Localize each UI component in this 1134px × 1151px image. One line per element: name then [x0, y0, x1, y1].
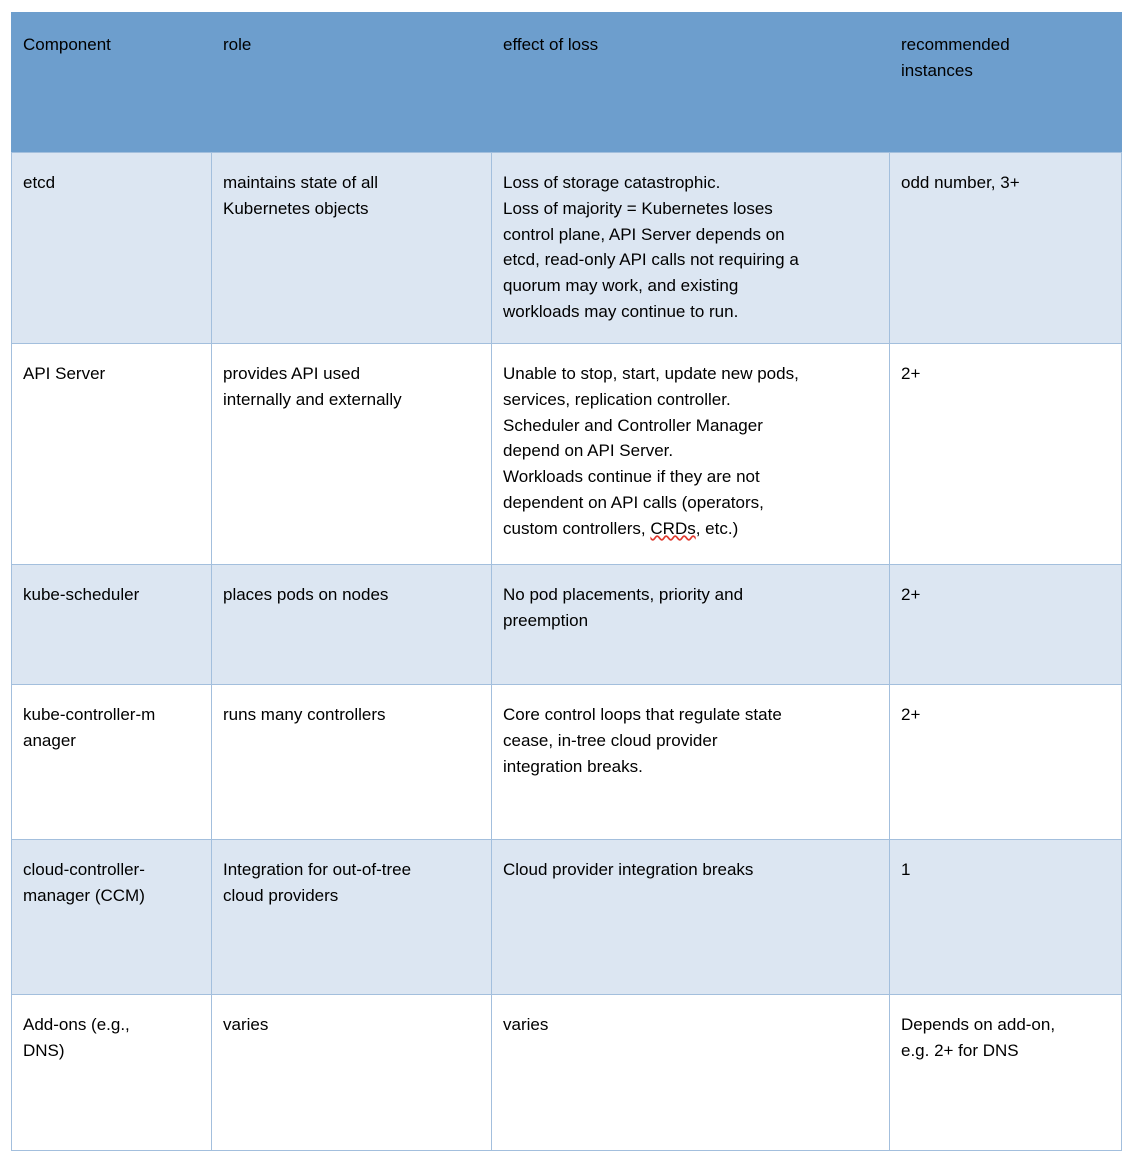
cell-component: API Server [11, 343, 212, 565]
cell-effect-of-loss: Unable to stop, start, update new pods, … [491, 343, 890, 565]
table-row: kube-scheduler places pods on nodes No p… [11, 564, 1122, 685]
table-row: kube-controller-m anager runs many contr… [11, 684, 1122, 840]
column-header-role-label: role [223, 35, 252, 54]
cell-component: kube-controller-m anager [11, 684, 212, 840]
cell-effect-of-loss: Cloud provider integration breaks [491, 839, 890, 995]
table-body: etcd maintains state of all Kubernetes o… [11, 152, 1122, 1151]
cell-role: Integration for out-of-tree cloud provid… [211, 839, 492, 995]
column-header-role: role [211, 12, 492, 153]
cell-recommended-instances: 2+ [889, 684, 1122, 840]
kubernetes-components-table: Component role effect of loss recommende… [11, 12, 1122, 1151]
component-name: etcd [23, 173, 56, 192]
cell-effect-of-loss: Loss of storage catastrophic. Loss of ma… [491, 152, 890, 344]
column-header-recommended-instances-label: recommended instances [901, 35, 1010, 80]
component-name: kube-scheduler [23, 585, 140, 604]
table-row: Add-ons (e.g., DNS) varies varies [11, 994, 1122, 1151]
cell-effect-of-loss: Core control loops that regulate state c… [491, 684, 890, 840]
cell-role: runs many controllers [211, 684, 492, 840]
cell-role: provides API used internally and externa… [211, 343, 492, 565]
cell-recommended-instances: 2+ [889, 343, 1122, 565]
table-row: etcd maintains state of all Kubernetes o… [11, 152, 1122, 344]
page-root: Component role effect of loss recommende… [11, 12, 1122, 1151]
column-header-component: Component [11, 12, 212, 153]
column-header-effect-of-loss-label: effect of loss [503, 35, 599, 54]
component-name: cloud-controller- [23, 860, 145, 879]
column-header-component-label: Component [23, 35, 111, 54]
cell-recommended-instances: 1 [889, 839, 1122, 995]
cell-recommended-instances: Depends on add-on, e.g. 2+ for DNS [889, 994, 1122, 1151]
table-header-row: Component role effect of loss recommende… [11, 12, 1122, 153]
component-name: Add-ons (e.g., [23, 1015, 130, 1034]
cell-effect-of-loss: varies [491, 994, 890, 1151]
column-header-recommended-instances: recommended instances [889, 12, 1122, 153]
cell-component: Add-ons (e.g., DNS) [11, 994, 212, 1151]
cell-recommended-instances: 2+ [889, 564, 1122, 685]
cell-role: maintains state of all Kubernetes object… [211, 152, 492, 344]
cell-role: varies [211, 994, 492, 1151]
component-name: kube-controller-m [23, 705, 156, 724]
component-name: API Server [23, 364, 106, 383]
column-header-effect-of-loss: effect of loss [491, 12, 890, 153]
cell-component: etcd [11, 152, 212, 344]
table-row: cloud-controller- manager (CCM) Integrat… [11, 839, 1122, 995]
table-row: API Server provides API used internally … [11, 343, 1122, 565]
table-header: Component role effect of loss recommende… [11, 12, 1122, 153]
spellcheck-misspelled-word: CRDs [650, 518, 696, 538]
table-container: Component role effect of loss recommende… [11, 12, 1122, 1151]
cell-component: kube-scheduler [11, 564, 212, 685]
effect-line-with-spellcheck: custom controllers, CRDs, etc.) [503, 518, 739, 538]
cell-recommended-instances: odd number, 3+ [889, 152, 1122, 344]
cell-role: places pods on nodes [211, 564, 492, 685]
cell-component: cloud-controller- manager (CCM) [11, 839, 212, 995]
cell-effect-of-loss: No pod placements, priority and preempti… [491, 564, 890, 685]
